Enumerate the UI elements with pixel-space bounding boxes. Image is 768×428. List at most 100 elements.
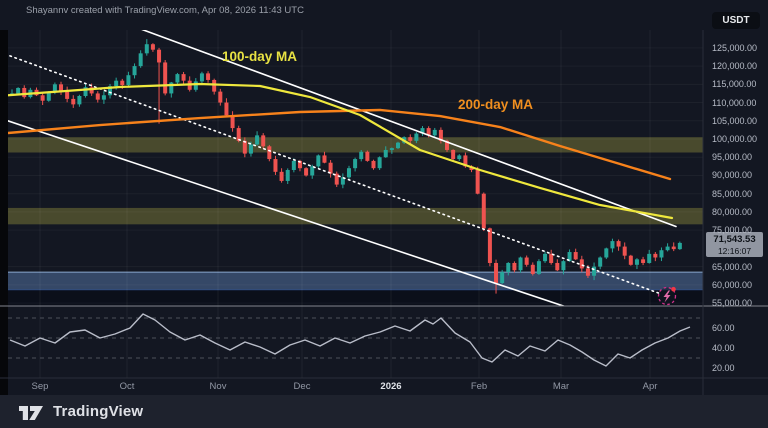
ma100-line — [8, 82, 674, 220]
candle-body — [475, 170, 480, 194]
candle-body — [494, 262, 499, 284]
time-tick: Apr — [642, 381, 658, 392]
candle-body — [206, 73, 211, 80]
candle-body — [169, 82, 174, 94]
last-price-badge: 71,543.53 12:16:07 — [706, 232, 763, 257]
candle-body — [310, 166, 315, 176]
candle-body — [536, 261, 541, 274]
candle-body — [248, 144, 253, 154]
candle-body — [659, 250, 664, 258]
price-tick: 95,000.00 — [712, 152, 753, 163]
price-tick: 115,000.00 — [712, 79, 757, 90]
last-price-countdown: 12:16:07 — [717, 245, 752, 256]
candle-body — [89, 87, 94, 94]
candle-body — [304, 168, 309, 176]
candle-body — [236, 128, 241, 141]
candle-body — [622, 246, 627, 256]
candle-body — [665, 246, 670, 251]
candle-body — [273, 159, 278, 172]
symbol-badge[interactable]: USDT — [712, 12, 760, 29]
candle-body — [340, 177, 345, 185]
candle-body — [604, 248, 609, 258]
zone-resistance-100k — [8, 137, 703, 153]
candle-body — [175, 74, 180, 83]
candle-body — [255, 135, 260, 145]
candle-body — [218, 91, 223, 103]
candle-body — [359, 151, 364, 160]
candle-body — [555, 262, 560, 271]
rsi-tick: 60.00 — [712, 323, 735, 333]
time-tick: Dec — [293, 381, 311, 392]
candle-body — [383, 149, 388, 158]
candle-body — [346, 168, 351, 178]
candle-body — [377, 157, 382, 169]
candle-body — [445, 140, 450, 150]
price-tick: 90,000.00 — [712, 170, 753, 181]
candle-body — [16, 87, 21, 94]
candle-body — [561, 261, 566, 271]
candle-body — [396, 142, 401, 149]
trendline-midline-dotted — [8, 54, 662, 295]
candle-body — [451, 149, 456, 160]
trendlines-and-mas[interactable] — [0, 14, 677, 308]
candle-body — [267, 146, 272, 160]
candle-body — [524, 257, 529, 265]
candle-body — [579, 259, 584, 269]
candle-body — [230, 115, 235, 129]
ma200-label: 200-day MA — [458, 97, 534, 112]
time-tick: Mar — [552, 381, 570, 392]
candle-body — [512, 262, 517, 271]
candle-body — [671, 246, 676, 250]
zone-resistance-78k — [8, 207, 703, 225]
attribution-text: Shayannv created with TradingView.com, A… — [26, 5, 304, 16]
candle-body — [328, 162, 333, 174]
candle-body — [132, 66, 137, 76]
price-tick: 60,000.00 — [712, 279, 753, 290]
candle-body — [83, 87, 88, 96]
lightning-marker-icon[interactable] — [657, 286, 677, 306]
price-tick: 80,000.00 — [712, 206, 753, 217]
candle-body — [40, 95, 45, 101]
price-tick: 55,000.00 — [712, 298, 753, 309]
candle-body — [432, 129, 437, 136]
candle-body — [438, 129, 443, 141]
candle-body — [408, 137, 413, 141]
candle-body — [592, 266, 597, 276]
candle-body — [426, 128, 431, 136]
rsi-line — [9, 313, 691, 367]
price-tick: 85,000.00 — [712, 188, 753, 199]
candle-body — [22, 87, 27, 98]
candle-body — [420, 128, 425, 134]
ma200-line — [8, 108, 672, 181]
price-tick: 100,000.00 — [712, 134, 758, 144]
candle-body — [261, 135, 266, 147]
candle-body — [585, 268, 590, 276]
time-tick: Oct — [119, 381, 135, 392]
candle-body — [647, 253, 652, 263]
candle-body — [389, 148, 394, 150]
candle-body — [322, 155, 327, 163]
candle-body — [108, 86, 113, 96]
candle-body — [487, 228, 492, 263]
candle-body — [518, 257, 523, 271]
candle-body — [242, 140, 247, 154]
rsi-tick: 40.00 — [712, 343, 735, 353]
price-zones — [8, 137, 703, 306]
candle-body — [101, 95, 106, 100]
trendline-channel-bottom — [8, 120, 566, 306]
candle-body — [628, 255, 633, 265]
rsi-pane[interactable] — [8, 313, 703, 367]
price-tick: 65,000.00 — [712, 261, 753, 272]
brand-text[interactable]: TradingView — [53, 403, 144, 420]
candle-body — [59, 84, 64, 91]
candle-body — [157, 49, 162, 63]
candle-body — [114, 80, 119, 87]
candle-body — [543, 253, 548, 262]
trendline-channel-top — [141, 30, 677, 228]
candle-body — [641, 259, 646, 263]
candle-body — [365, 151, 370, 161]
tradingview-logo-icon[interactable] — [18, 402, 44, 422]
price-tick: 105,000.00 — [712, 115, 758, 126]
